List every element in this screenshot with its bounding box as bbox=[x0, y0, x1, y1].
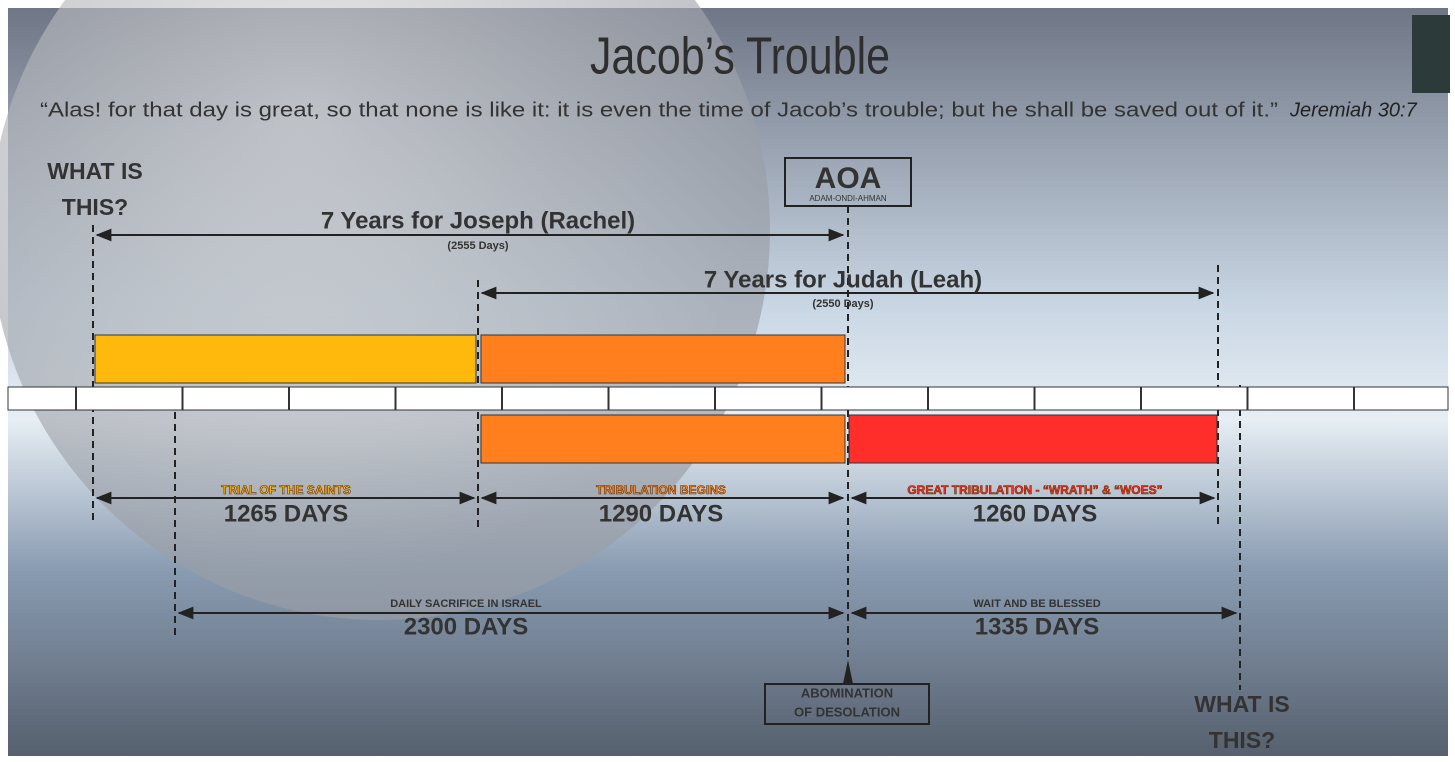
question: WHAT IS bbox=[1194, 691, 1289, 717]
aoa-title: AOA bbox=[815, 162, 882, 195]
thumbnail bbox=[1412, 15, 1450, 93]
question: THIS? bbox=[62, 194, 128, 220]
slide: Jacob’s Trouble “Alas! for that day is g… bbox=[0, 0, 1455, 762]
citation: Jeremiah 30:7 bbox=[1289, 99, 1418, 121]
abomination-label: OF DESOLATION bbox=[794, 704, 900, 719]
span-days: (2550 Days) bbox=[812, 298, 873, 310]
title: Jacob’s Trouble bbox=[590, 28, 890, 86]
abomination-label: ABOMINATION bbox=[801, 685, 893, 700]
period-caption: GREAT TRIBULATION - “WRATH” & “WOES” bbox=[907, 483, 1162, 497]
bar bbox=[481, 415, 845, 463]
quote: “Alas! for that day is great, so that no… bbox=[40, 99, 1278, 121]
question: THIS? bbox=[1209, 727, 1275, 753]
bar bbox=[481, 335, 845, 383]
period-days: 1265 DAYS bbox=[224, 500, 349, 527]
period-caption: DAILY SACRIFICE IN ISRAEL bbox=[390, 598, 542, 610]
period-days: 1260 DAYS bbox=[973, 500, 1098, 527]
period-days: 2300 DAYS bbox=[404, 613, 529, 640]
timeline-strip bbox=[8, 387, 1448, 410]
period-caption: WAIT AND BE BLESSED bbox=[973, 598, 1100, 610]
span-days: (2555 Days) bbox=[447, 240, 508, 252]
aoa-subtitle: ADAM-ONDI-AHMAN bbox=[809, 194, 887, 203]
bar bbox=[849, 415, 1217, 463]
question: WHAT IS bbox=[47, 158, 142, 184]
bar bbox=[95, 335, 476, 383]
period-days: 1290 DAYS bbox=[599, 500, 724, 527]
period-caption: TRIBULATION BEGINS bbox=[596, 483, 726, 497]
span-label: 7 Years for Judah (Leah) bbox=[704, 266, 982, 293]
period-days: 1335 DAYS bbox=[975, 613, 1100, 640]
span-label: 7 Years for Joseph (Rachel) bbox=[321, 207, 635, 234]
period-caption: TRIAL OF THE SAINTS bbox=[221, 483, 351, 497]
